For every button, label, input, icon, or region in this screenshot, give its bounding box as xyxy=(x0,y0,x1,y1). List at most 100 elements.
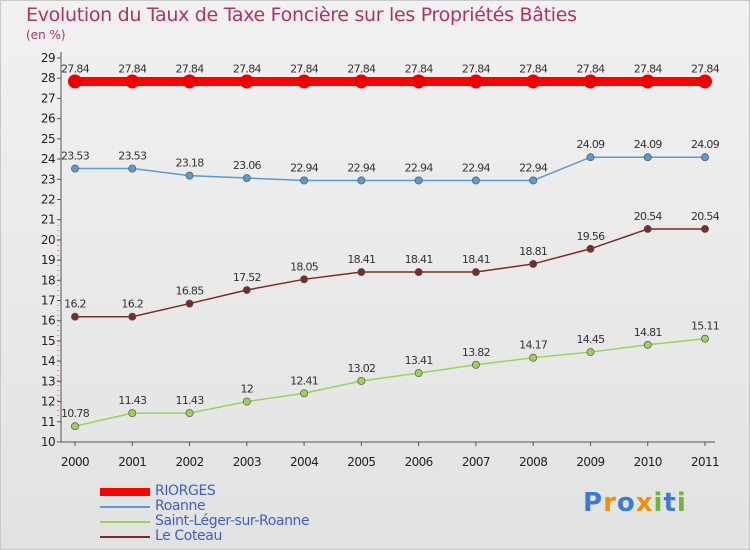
series-1: 23.53 23.53 23.18 23.06 22.94 22.94 22.94 22.94… xyxy=(61,138,720,185)
data-point xyxy=(414,369,423,378)
data-point xyxy=(414,268,423,276)
data-point xyxy=(701,225,709,233)
data-label: 27.84 xyxy=(118,62,147,75)
y-tick-label: 16 xyxy=(41,314,55,328)
data-point xyxy=(242,286,251,294)
data-point xyxy=(242,397,251,406)
data-point xyxy=(586,153,595,162)
data-label: 27.84 xyxy=(519,62,548,75)
y-tick-label: 13 xyxy=(41,374,55,388)
y-tick-label: 24 xyxy=(41,152,55,166)
logo-letter: t xyxy=(663,488,677,518)
data-label: 24.09 xyxy=(576,138,605,151)
data-point xyxy=(128,312,137,321)
y-tick-label: 10 xyxy=(41,435,55,449)
data-label: 23.53 xyxy=(118,150,147,163)
data-point xyxy=(698,74,712,89)
y-tick-label: 27 xyxy=(41,91,55,105)
proxiti-logo: Proxiti xyxy=(583,488,687,518)
data-point xyxy=(71,312,79,321)
y-tick-label: 11 xyxy=(41,415,55,429)
logo-letter: i xyxy=(653,488,664,518)
data-label: 20.54 xyxy=(691,210,720,223)
x-tick-label: 2000 xyxy=(61,455,89,469)
logo-letter: x xyxy=(635,488,654,518)
data-point xyxy=(357,176,366,185)
legend-label-riorges: RIORGES xyxy=(155,483,216,499)
legend-swatch-saint-leger xyxy=(100,521,150,523)
data-label: 14.81 xyxy=(634,326,662,339)
data-point xyxy=(471,176,480,185)
data-point xyxy=(701,334,709,343)
x-tick-label: 2011 xyxy=(691,455,719,469)
data-point xyxy=(71,422,79,431)
x-tick-label: 2008 xyxy=(519,455,547,469)
data-label: 18.41 xyxy=(405,253,433,266)
data-label: 27.84 xyxy=(61,62,90,75)
y-tick-labels: 10 11 12 13 14 15 16 17 18 19 20 21 22 23 24 25 26 27 28 29 xyxy=(41,51,56,449)
y-tick-label: 14 xyxy=(41,354,55,368)
data-label: 24.09 xyxy=(691,138,720,151)
data-point xyxy=(125,74,140,89)
data-label: 16.2 xyxy=(64,298,86,311)
y-tick-label: 28 xyxy=(41,71,55,85)
logo-letter: i xyxy=(676,488,687,518)
data-point xyxy=(468,74,483,89)
data-label: 14.17 xyxy=(519,339,548,352)
legend-label-roanne: Roanne xyxy=(155,498,206,514)
y-tick-label: 19 xyxy=(41,253,55,267)
series-line-3 xyxy=(75,228,705,318)
data-point xyxy=(526,74,541,89)
data-point xyxy=(300,176,309,185)
legend-swatch-roanne xyxy=(100,506,150,508)
data-label: 14.45 xyxy=(576,333,605,346)
legend-label-saint-leger: Saint-Léger-sur-Roanne xyxy=(155,513,310,529)
data-label: 27.84 xyxy=(347,62,376,75)
data-point xyxy=(471,268,480,276)
data-label: 15.11 xyxy=(691,320,719,333)
data-label: 22.94 xyxy=(290,161,319,174)
series-3: 16.2 16.2 16.85 17.52 18.05 18.41 18.41 18.41 18… xyxy=(64,210,720,321)
data-label: 27.84 xyxy=(405,62,434,75)
data-label: 18.05 xyxy=(290,260,319,273)
data-label: 27.84 xyxy=(233,62,262,75)
data-label: 10.78 xyxy=(61,407,90,420)
y-tick-label: 25 xyxy=(41,132,55,146)
data-point xyxy=(300,275,309,284)
y-tick-label: 29 xyxy=(41,51,55,65)
data-point xyxy=(411,74,426,89)
y-tick-label: 23 xyxy=(41,172,55,186)
data-label: 22.94 xyxy=(462,161,491,174)
x-tick-label: 2003 xyxy=(233,455,261,469)
data-point xyxy=(471,360,480,369)
data-point xyxy=(643,340,652,349)
data-label: 18.81 xyxy=(519,245,547,258)
data-point xyxy=(300,389,309,398)
data-label: 27.84 xyxy=(290,62,319,75)
data-point xyxy=(185,409,194,418)
series-line-2 xyxy=(74,337,706,427)
data-label: 11.43 xyxy=(118,394,147,407)
x-tick-label: 2009 xyxy=(576,455,604,469)
data-label: 22.94 xyxy=(347,161,376,174)
data-point xyxy=(68,74,82,89)
data-label: 23.53 xyxy=(61,150,90,163)
y-tick-label: 26 xyxy=(41,112,55,126)
data-point xyxy=(357,268,366,276)
x-tick-label: 2005 xyxy=(347,455,375,469)
y-tick-label: 22 xyxy=(41,192,55,206)
data-label: 27.84 xyxy=(176,62,205,75)
data-point xyxy=(529,353,538,362)
logo-letter: P xyxy=(583,488,604,518)
data-point xyxy=(586,348,595,357)
y-tick-label: 12 xyxy=(41,395,55,409)
legend-swatch-le-coteau xyxy=(100,536,150,538)
logo-letter: o xyxy=(616,488,636,518)
y-tick-label: 17 xyxy=(41,294,55,308)
data-label: 11.43 xyxy=(176,394,205,407)
data-point xyxy=(414,176,423,185)
data-point xyxy=(643,225,652,233)
data-label: 24.09 xyxy=(634,138,663,151)
data-label: 23.06 xyxy=(233,159,262,172)
